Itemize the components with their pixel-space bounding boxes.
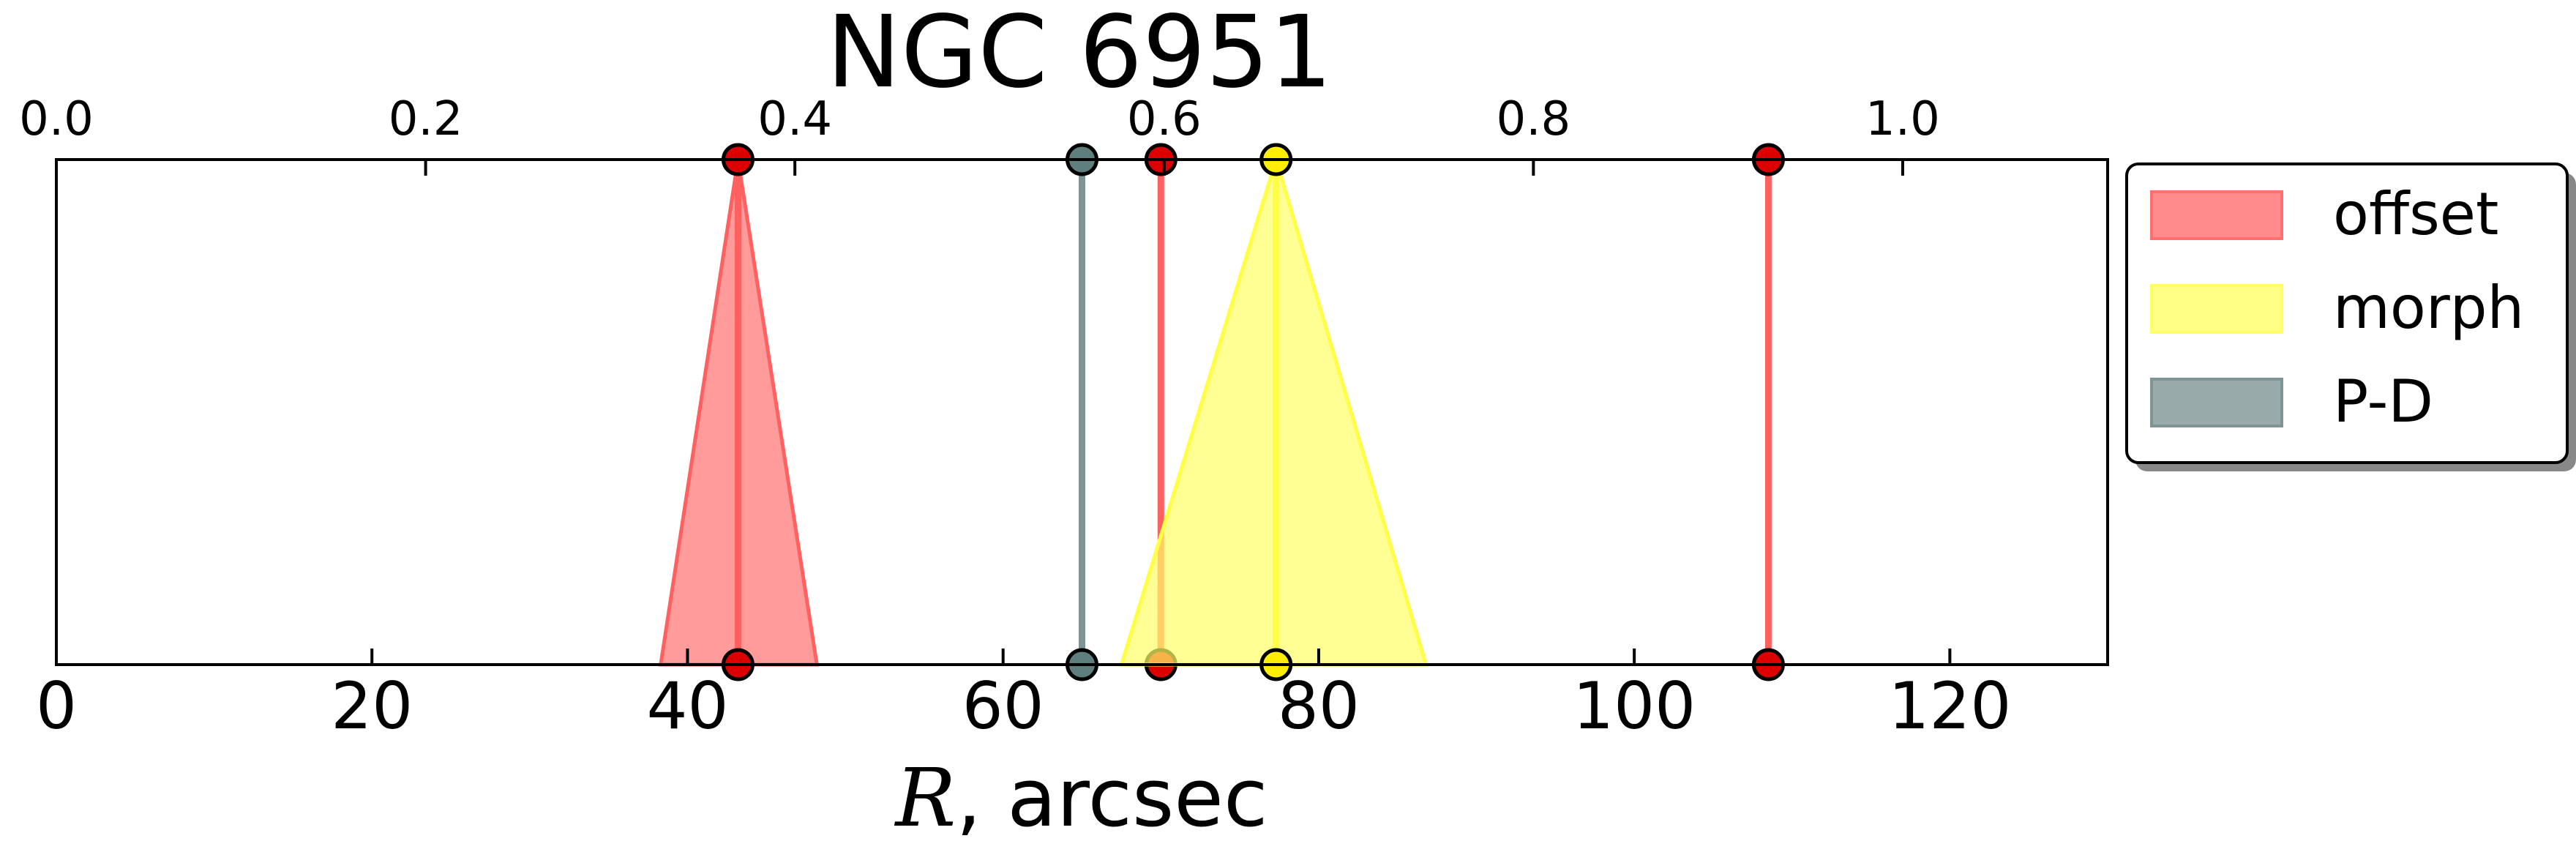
chart-title: NGC 6951 [826,0,1332,111]
top-tick-label-1: 0.2 [389,92,463,146]
legend: offset morph P-D [2125,162,2576,471]
top-tick-label-3: 0.6 [1127,92,1202,146]
legend-label-P-D: P-D [2333,367,2433,436]
x-tick-label-40: 40 [646,668,728,744]
x-axis-label-variable: R [894,751,956,845]
x-tick-label-120: 120 [1888,668,2011,744]
legend-label-offset: offset [2333,180,2498,248]
legend-label-morph: morph [2333,274,2524,342]
x-axis-bottom: 0 20 40 60 80 100 120 [36,649,2011,744]
x-tick-label-60: 60 [962,668,1044,744]
x-tick-label-20: 20 [331,668,413,744]
top-tick-label-2: 0.4 [757,92,832,146]
x-axis-label: R, arcsec [894,751,1268,845]
top-tick-label-0: 0.0 [19,92,94,146]
top-tick-label-4: 0.8 [1496,92,1570,146]
legend-swatch-P-D [2150,378,2283,427]
x-tick-label-0: 0 [36,668,77,744]
legend-swatch-offset [2150,190,2283,240]
x-axis-label-unit: , arcsec [956,751,1268,845]
plot-frame [55,158,2109,666]
legend-swatch-morph [2150,284,2283,334]
x-tick-label-100: 100 [1573,668,1696,744]
x-axis-top: 0.0 0.2 0.4 0.6 0.8 1.0 [19,92,1940,176]
legend-items: offset morph P-D [2150,180,2524,436]
x-tick-label-80: 80 [1278,668,1360,744]
plot-marks [658,143,1785,681]
top-tick-label-5: 1.0 [1865,92,1940,146]
